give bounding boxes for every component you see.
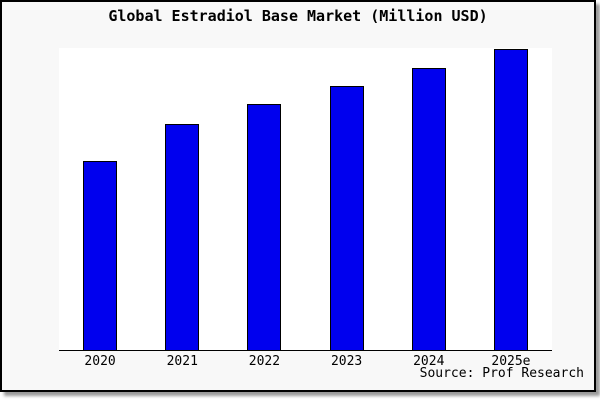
x-tick-label-2023: 2023	[330, 354, 363, 369]
bar-2020	[83, 161, 118, 350]
bar-2025e	[493, 49, 528, 350]
source-credit: Source: Prof Research	[419, 366, 584, 381]
x-tick-label-2024: 2024	[413, 354, 445, 369]
x-tick-label-2021: 2021	[166, 354, 198, 369]
chart-title: Global Estradiol Base Market (Million US…	[108, 7, 488, 25]
bar-2021	[165, 124, 200, 350]
chart-container: Global Estradiol Base Market (Million US…	[0, 0, 596, 392]
x-tick-label-2022: 2022	[248, 354, 281, 369]
x-tick-label-2025e: 2025e	[491, 354, 531, 369]
bar-2024	[411, 68, 446, 350]
plot-area	[59, 48, 552, 351]
bar-2022	[247, 104, 282, 350]
x-axis-labels: 2020 2021 2022 2023 2024 2025e	[59, 354, 552, 369]
bar-2023	[329, 86, 364, 350]
x-tick-label-2020: 2020	[84, 354, 116, 369]
